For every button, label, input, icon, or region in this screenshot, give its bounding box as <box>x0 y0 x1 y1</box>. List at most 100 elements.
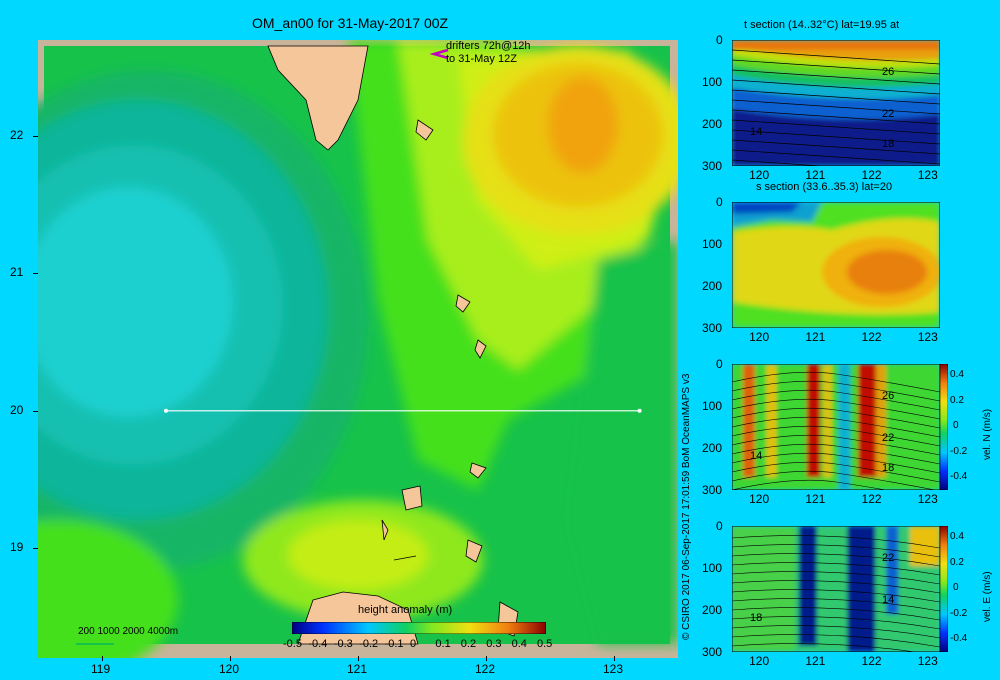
section-x-tick-label: 123 <box>917 654 938 668</box>
section-x-tick-label: 120 <box>749 492 770 506</box>
contour-line <box>732 452 940 474</box>
colorbar-tick-label: -0.2 <box>359 638 379 650</box>
velocity-colorbar <box>940 526 948 652</box>
contour-line <box>732 380 940 402</box>
section-y-tick-label: 200 <box>702 441 723 455</box>
section-y-tick-label: 300 <box>702 321 723 335</box>
contour-line <box>732 589 940 603</box>
colorbar-tick-label: 0.5 <box>537 638 553 650</box>
drifter-track <box>429 48 449 60</box>
section-line <box>164 408 642 413</box>
contour-line <box>732 616 940 630</box>
contour-line <box>732 371 940 393</box>
colorbar-tick-label: 0.1 <box>435 638 451 650</box>
contour-line <box>732 159 824 166</box>
velocity-colorbar-tick: -0.2 <box>950 445 968 457</box>
contour-label: 14 <box>750 450 763 462</box>
island <box>474 339 487 359</box>
section-field <box>732 364 940 490</box>
contour-line <box>732 443 940 465</box>
contour-line <box>732 99 940 115</box>
section-x-tick-label: 121 <box>805 654 826 668</box>
section-y-tick-label: 0 <box>716 33 723 47</box>
section-x-tick-label: 122 <box>861 330 882 344</box>
contour-label: 18 <box>882 138 895 150</box>
main-y-tick-label: 21 <box>10 265 24 280</box>
colorbar-title: height anomaly (m) <box>358 604 453 616</box>
section-x-tick-label: 121 <box>805 330 826 344</box>
drifter-label-line2: to 31-May 12Z <box>446 53 517 65</box>
section-y-tick-label: 200 <box>702 603 723 617</box>
contour-label: 18 <box>882 462 895 474</box>
contour-label: 14 <box>750 126 763 138</box>
colorbar-tick-label: -0.4 <box>308 638 328 650</box>
section-title: s section (33.6..35.3) lat=20 <box>756 181 893 193</box>
section-x-tick-label: 122 <box>861 654 882 668</box>
contour-line <box>732 109 940 125</box>
island <box>415 119 434 141</box>
contour-line <box>732 139 940 155</box>
contour-line <box>732 598 940 612</box>
section-field <box>732 526 940 652</box>
contour-line <box>732 544 940 558</box>
main-y-tick-mark <box>33 136 38 138</box>
contour-line <box>732 407 940 429</box>
contour-label: 18 <box>750 612 763 624</box>
main-x-tick-label: 120 <box>219 662 240 676</box>
contour-line <box>732 119 940 135</box>
colorbar-tick-label: 0.3 <box>486 638 502 650</box>
colorbar-tick-label: -0.3 <box>333 638 353 650</box>
colorbar-tick-label: -0.1 <box>384 638 404 650</box>
contour-line <box>732 625 940 639</box>
contour-line <box>732 69 940 85</box>
section-plot-salt <box>732 202 940 328</box>
velocity-colorbar-label: vel. E (m/s) <box>982 571 993 622</box>
section-x-tick-label: 122 <box>861 168 882 182</box>
section-y-tick-label: 0 <box>716 519 723 533</box>
section-plot-veln <box>732 364 940 490</box>
velocity-colorbar-tick: -0.2 <box>950 607 968 619</box>
contour-label: 26 <box>882 390 895 402</box>
contour-line <box>732 470 937 490</box>
contour-line <box>732 535 940 549</box>
colorbar-tick-label: 0.4 <box>511 638 527 650</box>
section-x-tick-label: 123 <box>917 492 938 506</box>
section-y-tick-label: 100 <box>702 75 723 89</box>
height-anomaly-colorbar <box>292 622 546 634</box>
main-x-tick-label: 123 <box>603 662 624 676</box>
section-plot-vele <box>732 526 940 652</box>
main-x-tick-mark <box>230 656 231 661</box>
colorbar-tick-label: 0 <box>410 638 417 650</box>
contour-line <box>732 634 940 648</box>
colorbar-tick-label: -0.5 <box>283 638 302 650</box>
main-x-tick-mark <box>102 656 103 661</box>
contour-label: 22 <box>882 432 895 444</box>
contour-label: 22 <box>882 552 895 564</box>
island <box>469 462 487 479</box>
velocity-colorbar-tick: 0.2 <box>950 394 964 406</box>
contour-line <box>732 553 940 567</box>
contour-line <box>732 416 940 438</box>
section-x-tick-label: 123 <box>917 168 938 182</box>
contour-line <box>732 643 917 652</box>
main-x-tick-label: 119 <box>91 662 111 676</box>
main-x-tick-label: 121 <box>347 662 368 676</box>
section-y-tick-label: 100 <box>702 399 723 413</box>
contour-line <box>732 59 940 75</box>
island <box>455 294 471 313</box>
section-y-tick-label: 0 <box>716 195 723 209</box>
main-y-tick-label: 19 <box>10 540 24 555</box>
section-y-tick-label: 300 <box>702 159 723 173</box>
contour-label: 26 <box>882 66 895 78</box>
section-x-tick-label: 121 <box>805 168 826 182</box>
section-field <box>732 40 940 166</box>
contour-line <box>732 580 940 594</box>
section-y-tick-label: 300 <box>702 645 723 659</box>
contour-line <box>732 607 940 621</box>
main-y-tick-mark <box>33 410 38 412</box>
velocity-colorbar-tick: -0.4 <box>950 633 968 644</box>
colorbar-tick-label: 0.2 <box>460 638 477 650</box>
contour-line <box>732 479 888 490</box>
section-y-tick-label: 300 <box>702 483 723 497</box>
island <box>381 519 389 541</box>
